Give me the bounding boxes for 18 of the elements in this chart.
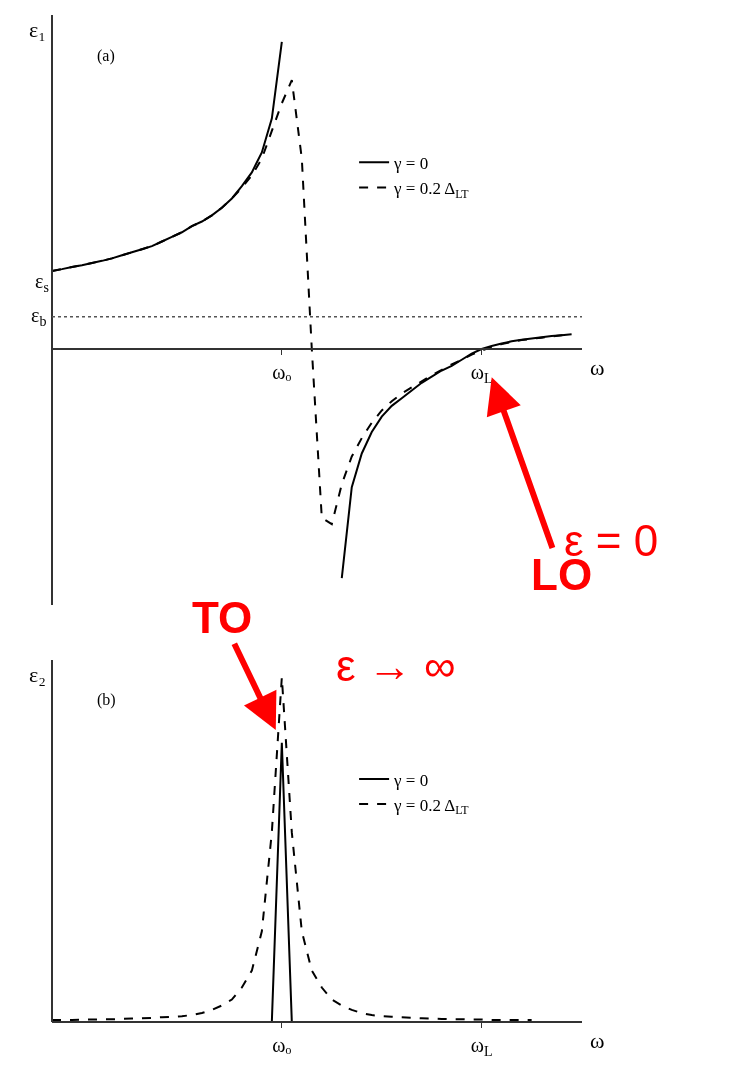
- x-axis-title: ω: [590, 355, 605, 380]
- legend-label: γ = 0.2 Δ$_{LT}$: [393, 795, 470, 818]
- x-tick-label: ω$_{L}$: [470, 361, 493, 387]
- annotation: (a): [97, 47, 115, 65]
- annotation: ε → ∞: [336, 641, 456, 690]
- x-axis-title: ω: [590, 1028, 605, 1053]
- x-tick-label: ω$_{L}$: [470, 1034, 493, 1060]
- ref-line-label: ε$_{b}$: [31, 304, 47, 330]
- legend-label: γ = 0: [393, 770, 429, 790]
- x-tick-label: ωₒ: [272, 361, 292, 384]
- y-axis-title: ε₁: [29, 17, 46, 42]
- y-axis-title: ε₂: [29, 662, 46, 687]
- annotation: (b): [97, 691, 116, 709]
- legend-label: γ = 0.2 Δ$_{LT}$: [393, 179, 470, 201]
- x-tick-label: ωₒ: [272, 1034, 292, 1056]
- legend-label: γ = 0: [393, 153, 429, 173]
- annotation: TO: [192, 593, 253, 642]
- text: ε$_{s}$: [35, 270, 49, 296]
